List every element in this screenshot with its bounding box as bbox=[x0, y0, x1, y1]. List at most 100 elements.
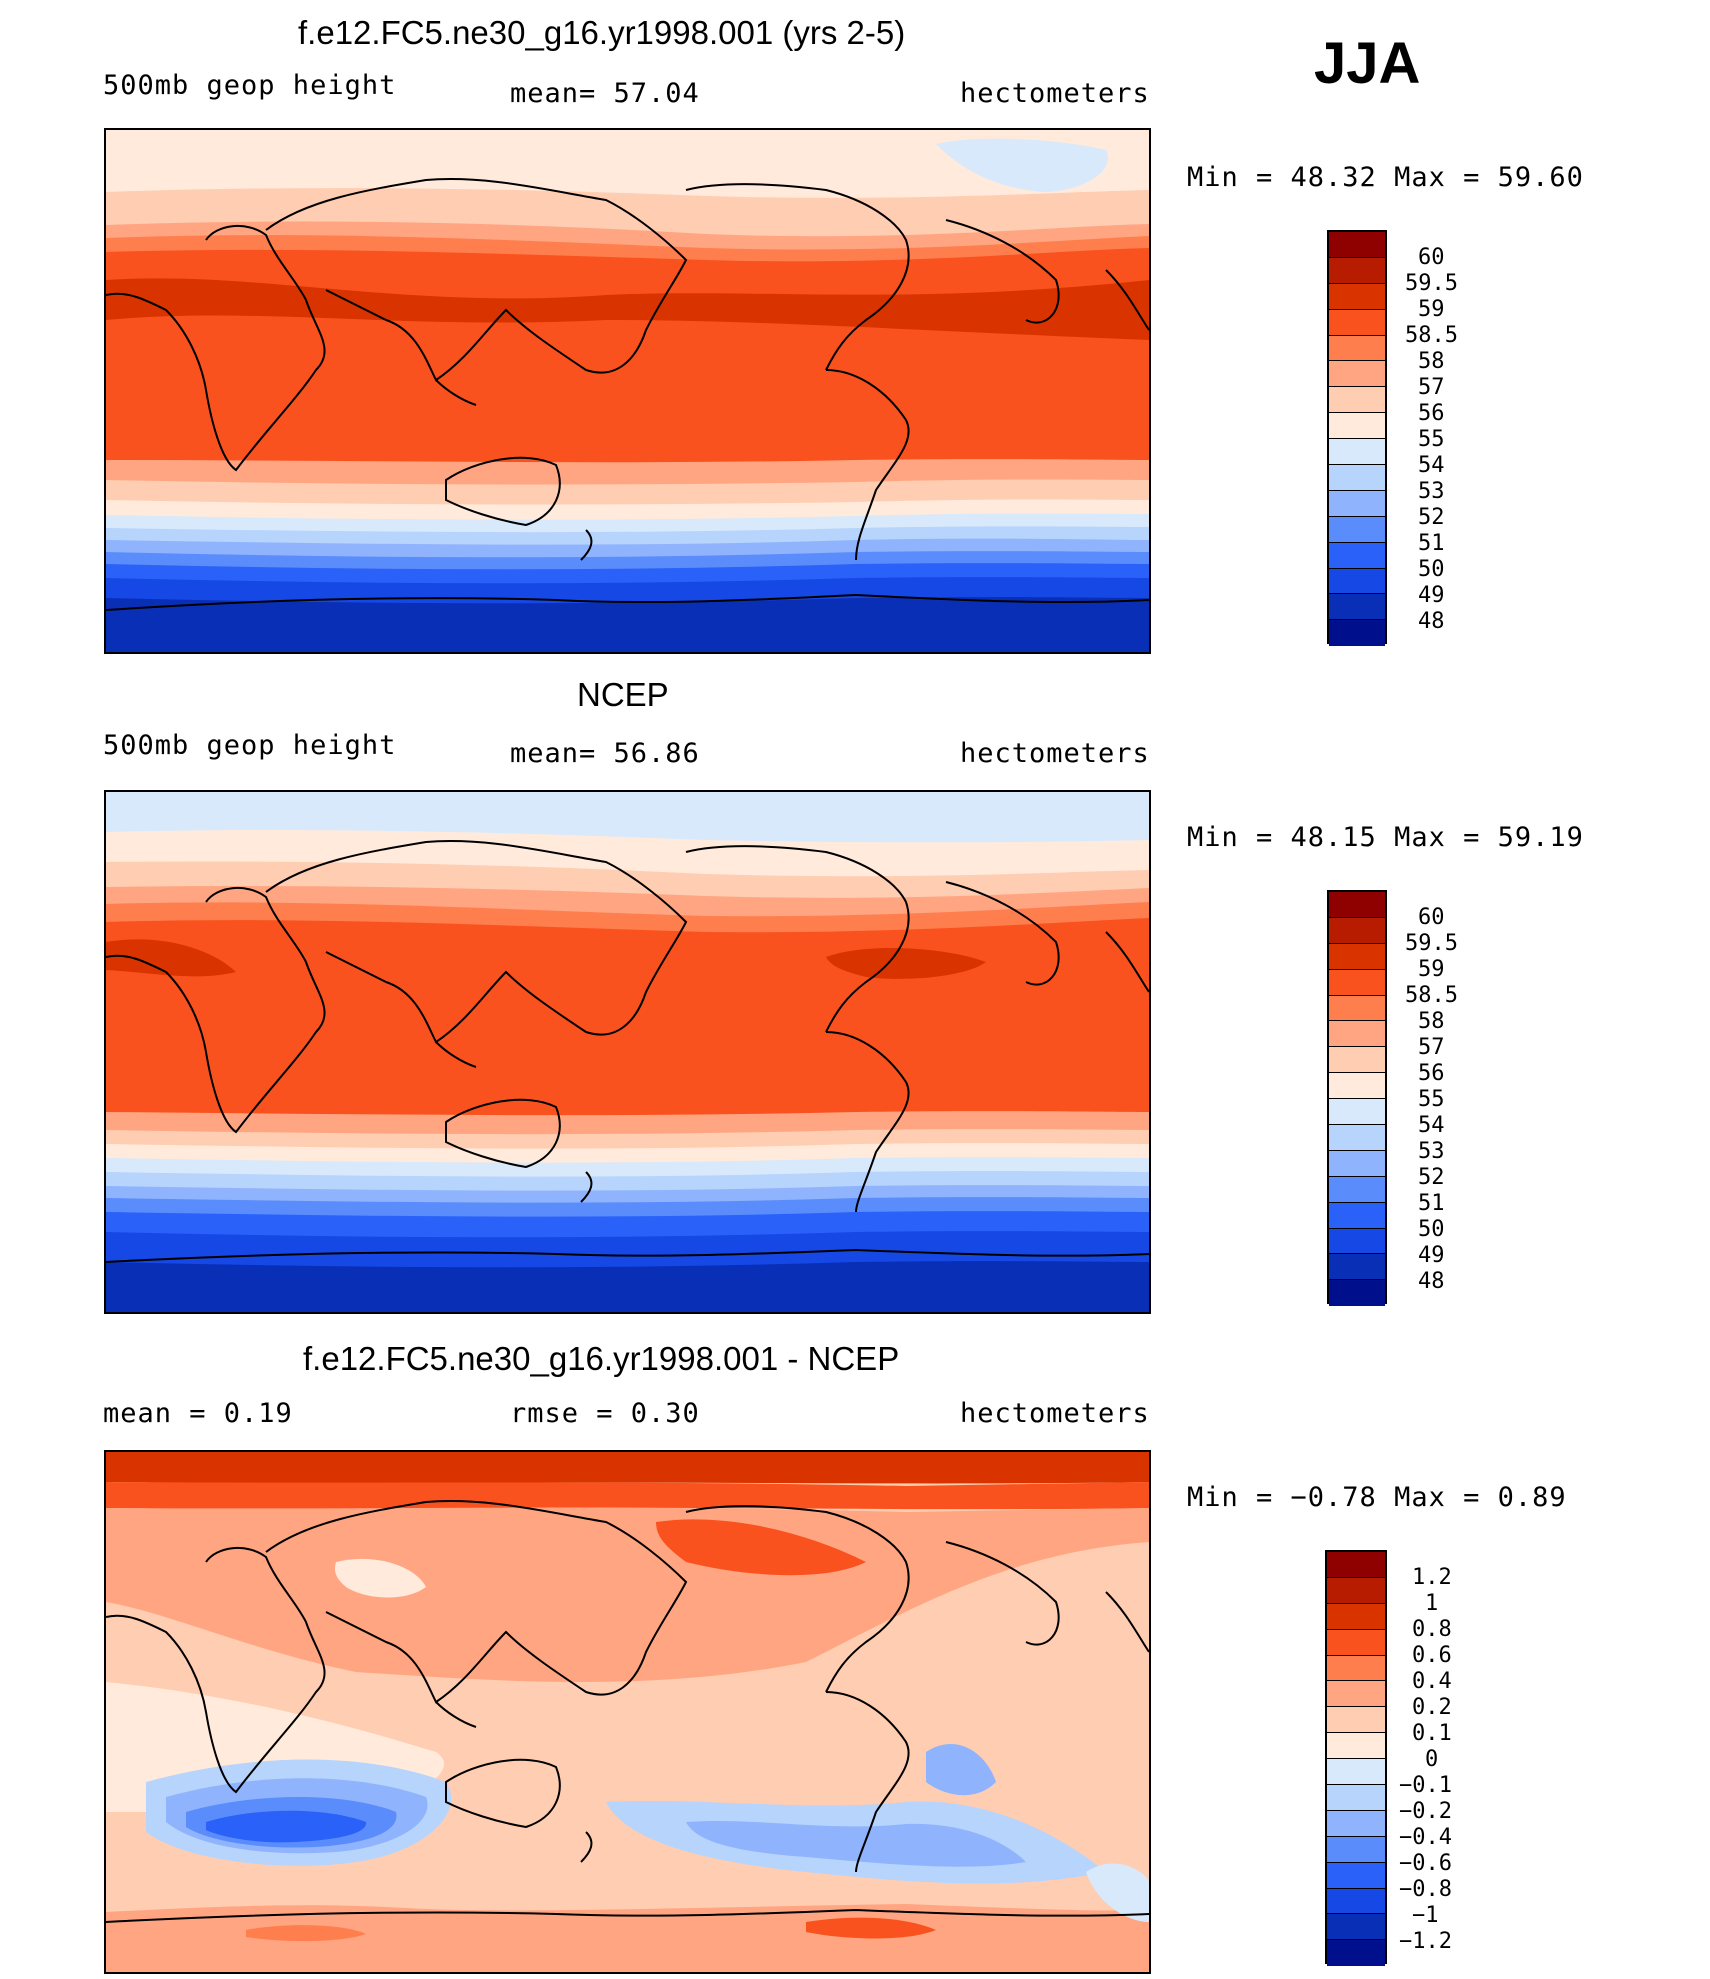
season-label: JJA bbox=[1314, 31, 1421, 96]
panel-3-colorbar-swatch bbox=[1327, 1810, 1385, 1837]
panel-3-colorbar-swatch bbox=[1327, 1552, 1385, 1578]
panel-2-colorbar-swatch bbox=[1329, 892, 1385, 918]
panel-2-colorbar-swatch bbox=[1329, 1099, 1385, 1126]
colorbar-tick-label: 52 bbox=[1418, 1165, 1445, 1190]
panel-1-map-svg bbox=[106, 130, 1149, 652]
panel-1-map bbox=[104, 128, 1151, 654]
panel-2-colorbar-swatch bbox=[1329, 1073, 1385, 1100]
colorbar-tick-label: 1 bbox=[1425, 1591, 1439, 1616]
panel-3-units-label: hectometers bbox=[960, 1398, 1150, 1429]
colorbar-tick-label: 52 bbox=[1418, 505, 1445, 530]
panel-1-title: f.e12.FC5.ne30_g16.yr1998.001 (yrs 2-5) bbox=[298, 14, 906, 51]
panel-2-colorbar-swatch bbox=[1329, 1176, 1385, 1203]
panel-3-rmse-label: rmse = 0.30 bbox=[510, 1398, 700, 1429]
panel-2-colorbar-swatch bbox=[1329, 1150, 1385, 1177]
panel-1-colorbar-swatch bbox=[1329, 309, 1385, 336]
panel-2-colorbar-swatch bbox=[1329, 943, 1385, 970]
colorbar-tick-label: 56 bbox=[1418, 401, 1445, 426]
colorbar-tick-label: 60 bbox=[1418, 245, 1445, 270]
panel-2-colorbar-swatch bbox=[1329, 1280, 1385, 1307]
colorbar-tick-label: 54 bbox=[1418, 1113, 1445, 1138]
panel-1-colorbar-swatch bbox=[1329, 413, 1385, 440]
panel-1-colorbar-swatch bbox=[1329, 283, 1385, 310]
panel-1-colorbar-swatch bbox=[1329, 335, 1385, 362]
panel-2-colorbar-swatch bbox=[1329, 1228, 1385, 1255]
panel-3-colorbar-swatch bbox=[1327, 1940, 1385, 1967]
panel-3-colorbar-swatch bbox=[1327, 1603, 1385, 1630]
panel-1-colorbar-swatch bbox=[1329, 516, 1385, 543]
panel-3-colorbar-swatch bbox=[1327, 1914, 1385, 1941]
colorbar-tick-label: 51 bbox=[1418, 531, 1445, 556]
panel-3-colorbar-swatch bbox=[1327, 1655, 1385, 1682]
colorbar-tick-label: −0.6 bbox=[1399, 1851, 1452, 1876]
colorbar-tick-label: −0.1 bbox=[1399, 1773, 1452, 1798]
panel-3-minmax: Min = −0.78 Max = 0.89 bbox=[1187, 1482, 1567, 1513]
panel-3-colorbar-swatch bbox=[1327, 1888, 1385, 1915]
colorbar-tick-label: 50 bbox=[1418, 1217, 1445, 1242]
colorbar-tick-label: 59 bbox=[1418, 957, 1445, 982]
colorbar-tick-label: 59 bbox=[1418, 297, 1445, 322]
panel-3-title: f.e12.FC5.ne30_g16.yr1998.001 - NCEP bbox=[303, 1340, 900, 1377]
panel-2-colorbar bbox=[1327, 890, 1387, 1307]
panel-2-colorbar-swatch bbox=[1329, 1202, 1385, 1229]
colorbar-tick-label: 0 bbox=[1425, 1747, 1439, 1772]
panel-2-colorbar-swatch bbox=[1329, 969, 1385, 996]
panel-2-variable-label: 500mb geop height bbox=[103, 730, 397, 761]
colorbar-tick-label: 1.2 bbox=[1412, 1565, 1452, 1590]
panel-3-colorbar-swatch bbox=[1327, 1681, 1385, 1708]
panel-1-colorbar-swatch bbox=[1329, 568, 1385, 595]
panel-1-minmax: Min = 48.32 Max = 59.60 bbox=[1187, 162, 1584, 193]
colorbar-tick-label: 0.8 bbox=[1412, 1617, 1452, 1642]
colorbar-tick-label: −0.4 bbox=[1399, 1825, 1452, 1850]
colorbar-tick-label: 59.5 bbox=[1405, 931, 1458, 956]
panel-2-minmax: Min = 48.15 Max = 59.19 bbox=[1187, 822, 1584, 853]
panel-3-colorbar-swatch bbox=[1327, 1733, 1385, 1760]
colorbar-tick-label: 59.5 bbox=[1405, 271, 1458, 296]
colorbar-tick-label: 0.4 bbox=[1412, 1669, 1452, 1694]
panel-3-mean-label: mean = 0.19 bbox=[103, 1398, 293, 1429]
colorbar-tick-label: 0.2 bbox=[1412, 1695, 1452, 1720]
panel-1-colorbar-swatch bbox=[1329, 620, 1385, 647]
panel-2-mean-label: mean= 56.86 bbox=[510, 738, 700, 769]
colorbar-tick-label: 58.5 bbox=[1405, 983, 1458, 1008]
colorbar-tick-label: 53 bbox=[1418, 1139, 1445, 1164]
colorbar-tick-label: 53 bbox=[1418, 479, 1445, 504]
colorbar-tick-label: 55 bbox=[1418, 1087, 1445, 1112]
panel-1-units-label: hectometers bbox=[960, 78, 1150, 109]
panel-1-colorbar-swatch bbox=[1329, 361, 1385, 388]
panel-1-colorbar-swatch bbox=[1329, 490, 1385, 517]
panel-3-colorbar-swatch bbox=[1327, 1785, 1385, 1811]
panel-2-map bbox=[104, 790, 1151, 1314]
panel-1-mean-label: mean= 57.04 bbox=[510, 78, 700, 109]
colorbar-tick-label: −0.8 bbox=[1399, 1877, 1452, 1902]
panel-2-map-svg bbox=[106, 792, 1149, 1312]
panel-3-colorbar bbox=[1325, 1550, 1387, 1967]
colorbar-tick-label: 55 bbox=[1418, 427, 1445, 452]
panel-1-colorbar-swatch bbox=[1329, 387, 1385, 414]
panel-3-colorbar-swatch bbox=[1327, 1759, 1385, 1786]
panel-1-colorbar-swatch bbox=[1329, 465, 1385, 491]
panel-3-colorbar-swatch bbox=[1327, 1577, 1385, 1604]
colorbar-tick-label: 58.5 bbox=[1405, 323, 1458, 348]
panel-1-colorbar-swatch bbox=[1329, 257, 1385, 284]
panel-1-colorbar bbox=[1327, 230, 1387, 647]
colorbar-tick-label: 58 bbox=[1418, 1009, 1445, 1034]
panel-2-title: NCEP bbox=[577, 676, 669, 713]
panel-2-colorbar-swatch bbox=[1329, 1254, 1385, 1281]
colorbar-tick-label: 56 bbox=[1418, 1061, 1445, 1086]
panel-3-colorbar-swatch bbox=[1327, 1836, 1385, 1863]
panel-2-colorbar-swatch bbox=[1329, 917, 1385, 944]
colorbar-tick-label: −1.2 bbox=[1399, 1929, 1452, 1954]
panel-3-colorbar-swatch bbox=[1327, 1629, 1385, 1656]
colorbar-tick-label: 0.1 bbox=[1412, 1721, 1452, 1746]
colorbar-tick-label: 49 bbox=[1418, 1243, 1445, 1268]
colorbar-tick-label: 50 bbox=[1418, 557, 1445, 582]
panel-3-map bbox=[104, 1450, 1151, 1974]
panel-3-colorbar-swatch bbox=[1327, 1707, 1385, 1734]
colorbar-tick-label: 48 bbox=[1418, 1269, 1445, 1294]
panel-2-colorbar-swatch bbox=[1329, 1125, 1385, 1151]
panel-2-colorbar-swatch bbox=[1329, 1047, 1385, 1074]
panel-2-colorbar-swatch bbox=[1329, 995, 1385, 1022]
colorbar-tick-label: 58 bbox=[1418, 349, 1445, 374]
colorbar-tick-label: −1 bbox=[1412, 1903, 1439, 1928]
